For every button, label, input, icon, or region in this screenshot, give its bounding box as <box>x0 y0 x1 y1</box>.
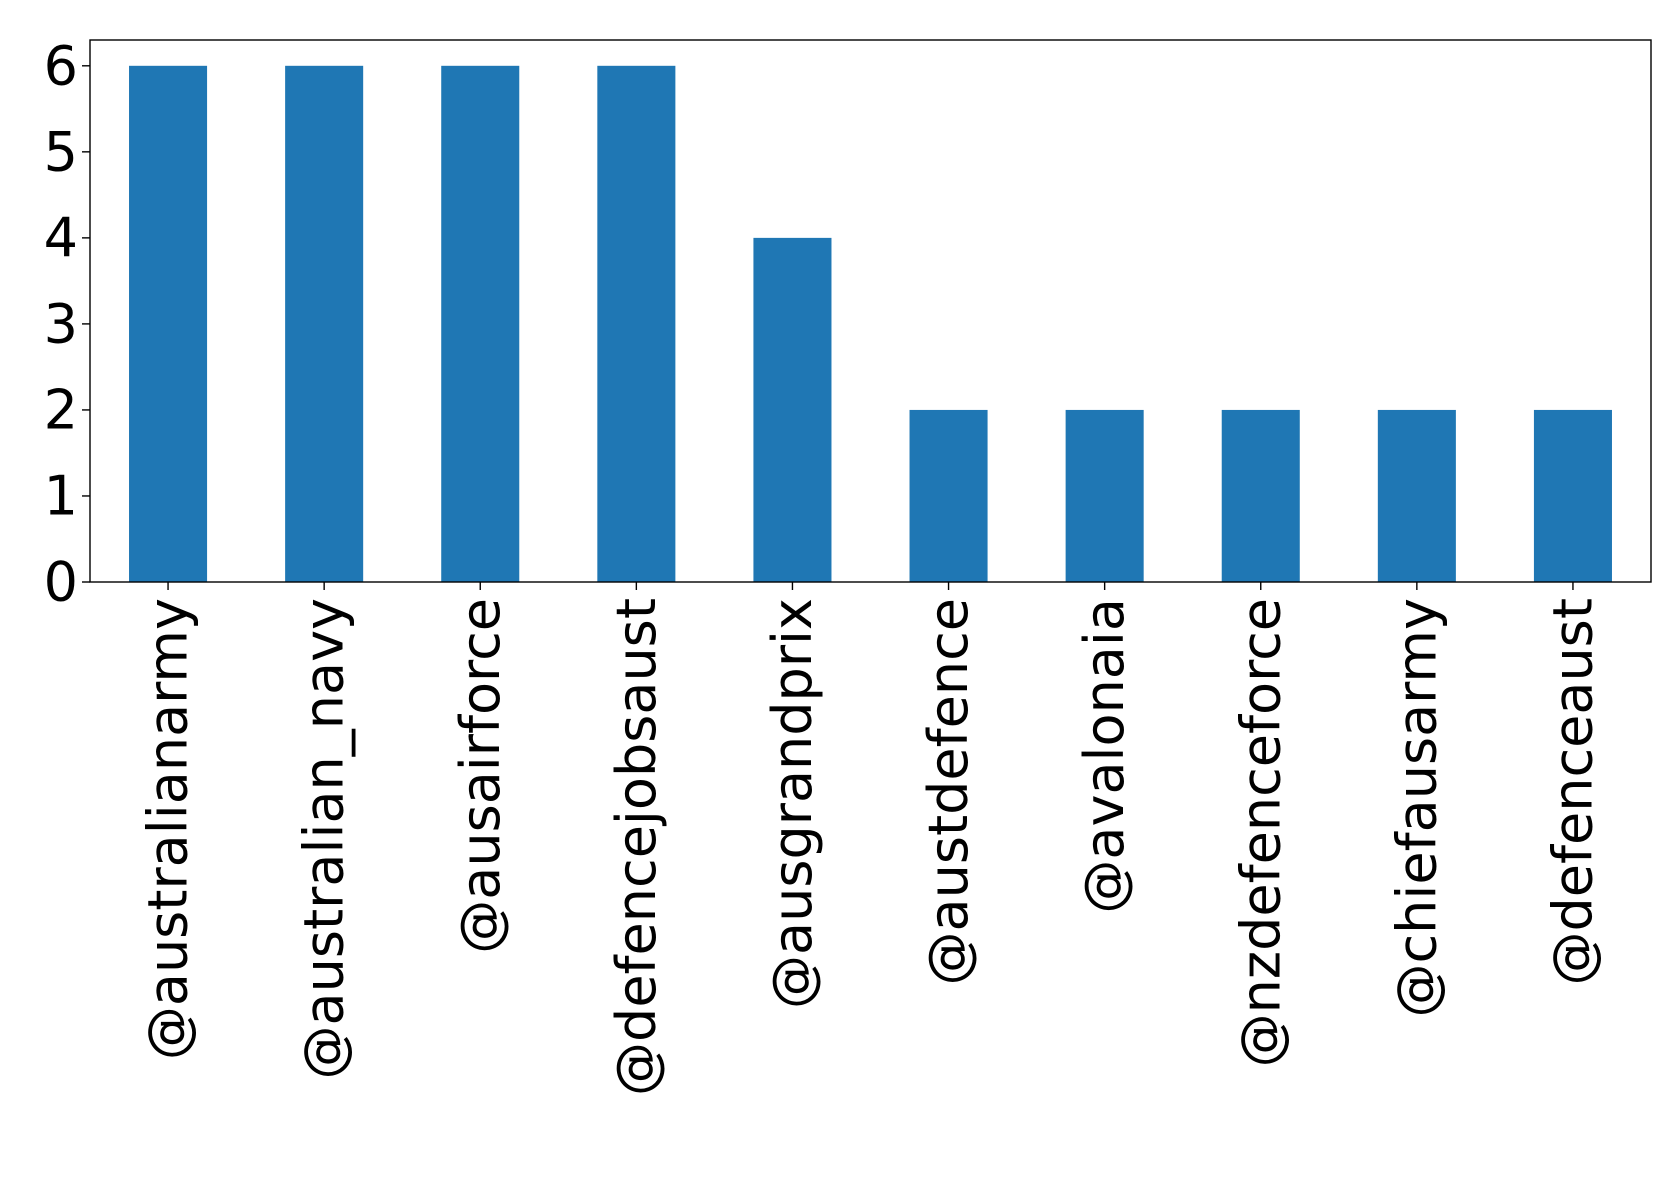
bar <box>129 65 208 583</box>
x-tick-label: @australian_navy <box>293 598 356 1079</box>
y-tick-label: 2 <box>44 378 78 441</box>
x-tick-label: @australianarmy <box>137 598 200 1060</box>
x-axis-ticks: @australianarmy @australian_navy @ausairfo… <box>137 582 1604 1096</box>
x-tick-label: @avalonaia <box>1073 598 1136 914</box>
y-tick-label: 4 <box>44 206 78 269</box>
bar <box>1065 409 1144 582</box>
bar <box>1221 409 1300 582</box>
y-axis-ticks: 0 1 2 3 4 5 6 <box>44 34 90 614</box>
x-tick-label: @ausairforce <box>449 598 512 954</box>
x-tick-label: @ausgrandprix <box>761 598 824 1009</box>
y-tick-label: 3 <box>44 292 78 355</box>
bar <box>909 409 988 582</box>
bar <box>1377 409 1456 582</box>
x-tick-label: @austdefence <box>917 598 980 986</box>
x-tick-label: @nzdefenceforce <box>1229 598 1292 1067</box>
bar <box>597 65 676 583</box>
y-tick-label: 6 <box>44 34 78 97</box>
y-tick-label: 5 <box>44 120 78 183</box>
x-tick-label: @defenceaust <box>1541 598 1604 986</box>
y-tick-label: 1 <box>44 464 78 527</box>
x-tick-label: @chiefausarmy <box>1385 598 1448 1018</box>
bar <box>441 65 520 583</box>
plot-frame <box>89 39 1652 583</box>
bars <box>129 65 1612 583</box>
x-tick-label: @defencejobsaust <box>605 598 668 1096</box>
bar <box>285 65 364 583</box>
bar <box>753 237 832 582</box>
y-tick-label: 0 <box>44 551 78 614</box>
bar <box>1533 409 1612 582</box>
